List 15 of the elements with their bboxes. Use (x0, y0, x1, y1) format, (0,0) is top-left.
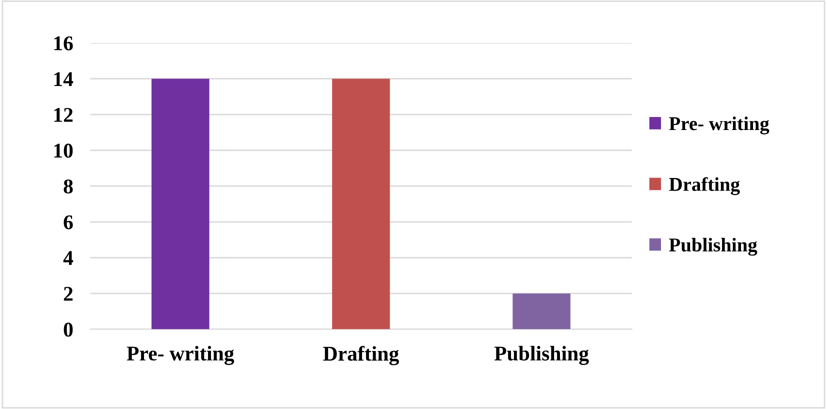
y-tick-label: 6 (64, 215, 73, 230)
y-tick-label: 2 (64, 286, 73, 301)
y-tick-label: 16 (54, 36, 73, 50)
y-tick-label: 0 (64, 322, 73, 337)
legend-label: Drafting (669, 177, 740, 196)
y-tick-label: 10 (54, 144, 73, 158)
y-tick-label: 12 (54, 108, 73, 122)
y-tick-label: 8 (64, 179, 73, 194)
y-tick-label: 4 (63, 251, 74, 265)
x-tick-label: Drafting (323, 346, 399, 366)
x-tick-label: Pre- writing (126, 346, 234, 365)
legend-label: Publishing (669, 238, 758, 256)
x-tick-label: Publishing (494, 346, 589, 365)
y-tick-label: 14 (54, 72, 74, 86)
legend-label: Pre- writing (669, 116, 770, 134)
